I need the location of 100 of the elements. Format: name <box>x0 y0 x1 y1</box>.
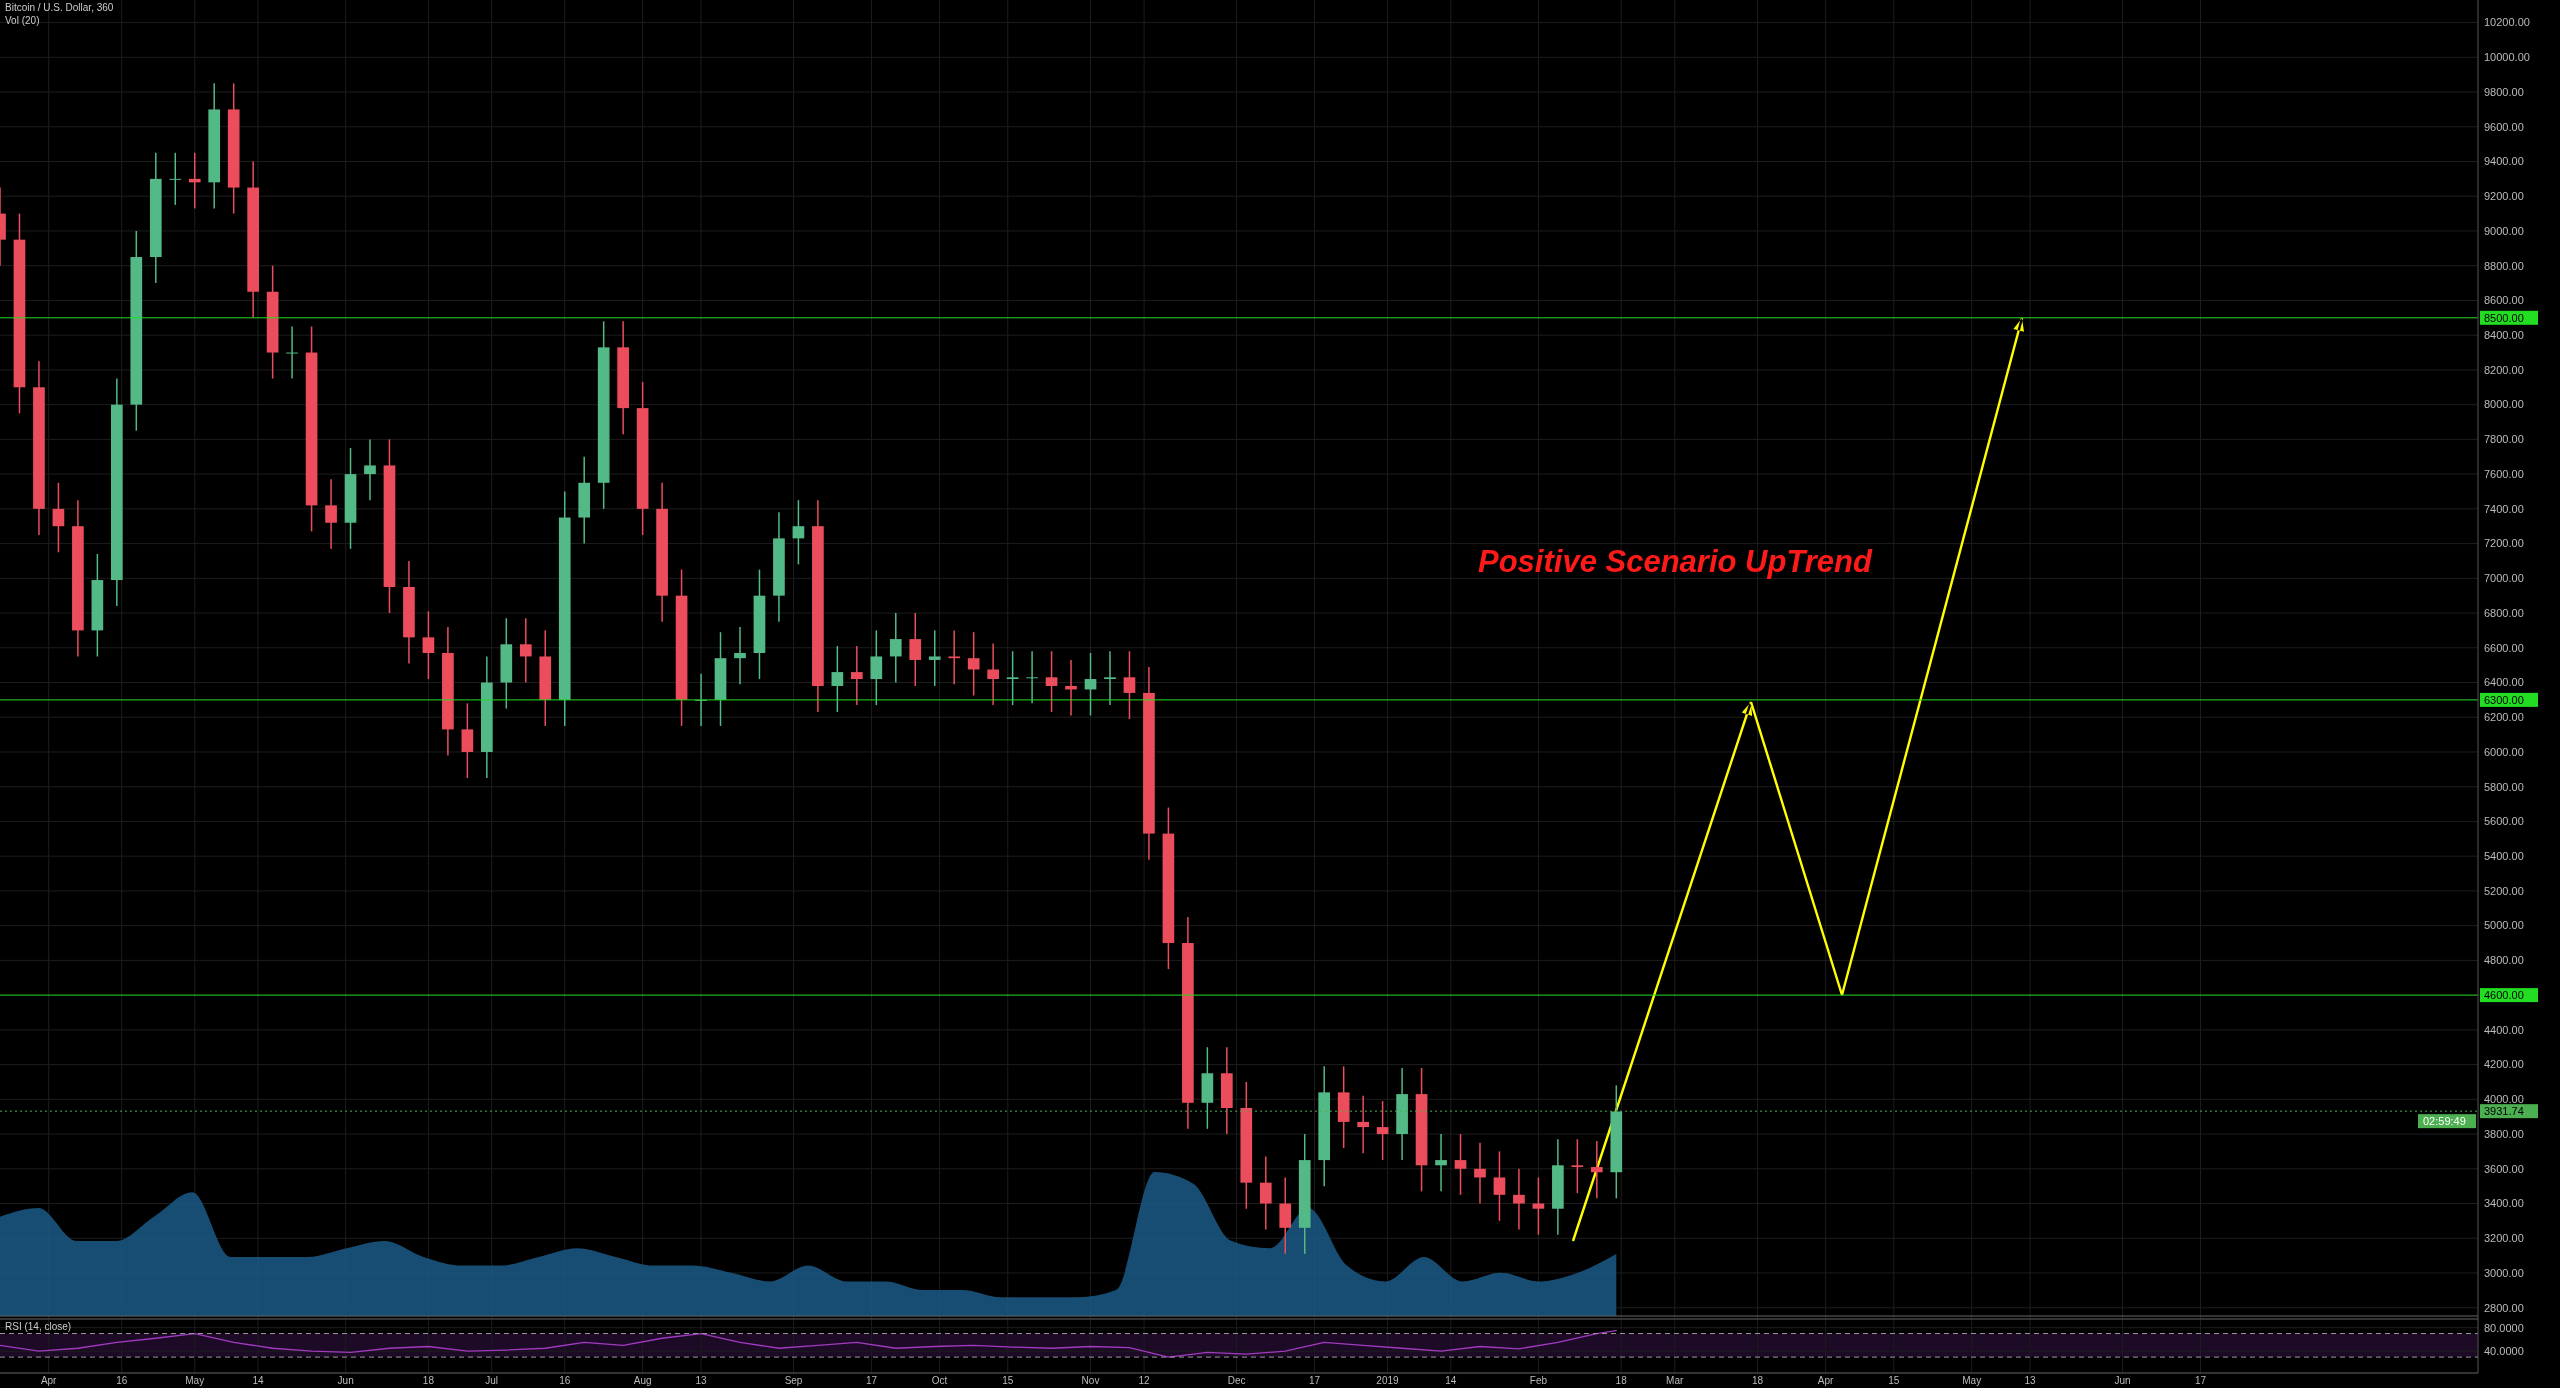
y-tick-label: 6000.00 <box>2484 745 2524 758</box>
annotation: Positive Scenario UpTrend <box>1478 544 1873 579</box>
y-tick-label: 10200.00 <box>2484 16 2530 29</box>
y-tick-label: 3400.00 <box>2484 1197 2524 1210</box>
candlestick <box>422 610 435 680</box>
y-tick-label: 10000.00 <box>2484 51 2530 64</box>
x-tick-label: Jun <box>337 1375 354 1386</box>
candlestick <box>364 438 376 501</box>
candlestick <box>948 629 961 685</box>
ref-line-label: 6300.00 <box>2484 693 2524 706</box>
candlestick <box>1571 1138 1584 1194</box>
x-tick-label: 13 <box>2024 1375 2037 1386</box>
x-tick-label: 18 <box>422 1375 435 1386</box>
x-tick-label: 18 <box>1615 1375 1628 1386</box>
y-tick-label: 4800.00 <box>2484 954 2524 967</box>
x-tick-label: Oct <box>931 1375 948 1386</box>
x-tick-label: 17 <box>1308 1375 1321 1386</box>
y-tick-label: 3600.00 <box>2484 1162 2524 1175</box>
candlestick <box>52 482 65 554</box>
y-tick-label: 3800.00 <box>2484 1127 2524 1140</box>
candlestick <box>1123 650 1136 720</box>
candlestick <box>1006 650 1019 706</box>
x-tick-label: Sep <box>784 1375 803 1386</box>
y-tick-label: 6400.00 <box>2484 676 2524 689</box>
candlestick <box>1474 1141 1486 1205</box>
y-tick-label: 5400.00 <box>2484 850 2524 863</box>
x-tick-label: 12 <box>1138 1375 1151 1386</box>
y-tick-label: 3200.00 <box>2484 1232 2524 1245</box>
y-tick-label: 5600.00 <box>2484 815 2524 828</box>
candlestick <box>734 626 746 685</box>
x-tick-label: May <box>185 1375 205 1386</box>
candlestick <box>1513 1168 1525 1231</box>
y-tick-label: 7000.00 <box>2484 572 2524 585</box>
candlestick <box>1084 652 1097 717</box>
candlestick <box>889 612 902 684</box>
candlestick <box>1454 1133 1467 1196</box>
x-tick-label: Nov <box>1081 1375 1100 1386</box>
x-tick-label: Feb <box>1529 1375 1548 1386</box>
candlestick <box>831 645 844 713</box>
y-tick-label: 6600.00 <box>2484 641 2524 654</box>
x-tick-label: May <box>1962 1375 1982 1386</box>
y-tick-label: 4000.00 <box>2484 1093 2524 1106</box>
x-tick-label: 17 <box>2194 1375 2207 1386</box>
x-tick-label: Aug <box>633 1375 652 1386</box>
candlestick <box>286 325 298 380</box>
chart-title: Vol (20) <box>5 15 40 26</box>
candlestick <box>1045 650 1058 713</box>
x-tick-label: 2019 <box>1376 1375 1400 1386</box>
x-tick-label: 15 <box>1888 1375 1900 1386</box>
candlestick <box>1435 1133 1447 1193</box>
candlestick <box>850 645 863 706</box>
x-tick-label: 17 <box>865 1375 878 1386</box>
y-tick-label: 9800.00 <box>2484 85 2524 98</box>
candlestick <box>1026 650 1038 705</box>
y-tick-label: 7200.00 <box>2484 537 2524 550</box>
ref-line-label: 4600.00 <box>2484 989 2524 1002</box>
y-tick-label: 9200.00 <box>2484 190 2524 203</box>
candlestick <box>1259 1155 1272 1231</box>
x-tick-label: 16 <box>559 1375 571 1386</box>
chart-title: RSI (14, close) <box>5 1321 72 1332</box>
x-tick-label: 13 <box>695 1375 708 1386</box>
candlestick <box>1376 1100 1389 1161</box>
candlestick <box>1532 1176 1545 1236</box>
y-tick-label: 5000.00 <box>2484 919 2524 932</box>
y-tick-label: 7600.00 <box>2484 467 2524 480</box>
y-tick-label: 8200.00 <box>2484 363 2524 376</box>
candlestick <box>169 152 182 206</box>
y-tick-label: 9000.00 <box>2484 224 2524 237</box>
ref-line-label: 8500.00 <box>2484 311 2524 324</box>
y-tick-label: 9400.00 <box>2484 155 2524 168</box>
y-tick-label: 8600.00 <box>2484 294 2524 307</box>
y-tick-label: 6800.00 <box>2484 606 2524 619</box>
x-tick-label: Dec <box>1227 1375 1246 1386</box>
y-tick-label: 7400.00 <box>2484 502 2524 515</box>
x-tick-label: 14 <box>1445 1375 1457 1386</box>
x-tick-label: 16 <box>116 1375 128 1386</box>
y-tick-label: 2800.00 <box>2484 1301 2524 1314</box>
x-tick-label: 15 <box>1002 1375 1014 1386</box>
x-tick-label: Jun <box>2114 1375 2131 1386</box>
x-tick-label: Apr <box>1817 1375 1835 1386</box>
y-tick-label: 80.0000 <box>2484 1321 2524 1334</box>
candlestick <box>1357 1095 1369 1154</box>
x-tick-label: 14 <box>252 1375 265 1386</box>
candlestick <box>792 499 805 566</box>
x-tick-label: Mar <box>1666 1375 1684 1386</box>
y-tick-label: 5200.00 <box>2484 884 2524 897</box>
y-tick-label: 7800.00 <box>2484 433 2524 446</box>
candlestick <box>461 702 474 779</box>
ref-line-label: 3931.74 <box>2484 1105 2524 1118</box>
x-tick-label: 18 <box>1751 1375 1764 1386</box>
candlestick <box>325 478 337 550</box>
y-tick-label: 8000.00 <box>2484 398 2524 411</box>
x-tick-label: Apr <box>40 1375 58 1386</box>
annotation: 02:59:49 <box>2423 1115 2466 1128</box>
candlestick <box>1493 1150 1506 1222</box>
y-tick-label: 40.0000 <box>2484 1345 2524 1358</box>
candlestick <box>909 612 922 687</box>
candlestick <box>519 617 532 684</box>
y-tick-label: 8400.00 <box>2484 329 2524 342</box>
candlestick <box>967 631 980 697</box>
